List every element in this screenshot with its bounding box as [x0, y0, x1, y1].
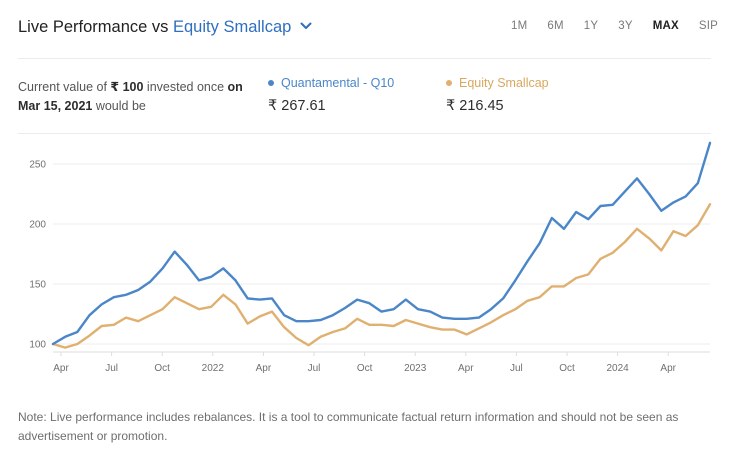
x-tick-label: Apr	[660, 363, 676, 374]
x-tick-label: Oct	[559, 363, 575, 374]
x-tick-label: 2023	[404, 363, 427, 374]
range-6m[interactable]: 6M	[547, 20, 564, 32]
divider-top	[18, 58, 711, 59]
disclaimer-note: Note: Live performance includes rebalanc…	[18, 410, 679, 443]
chevron-down-icon	[300, 22, 312, 30]
range-1m[interactable]: 1M	[510, 20, 528, 32]
title-prefix: Live Performance vs	[18, 18, 169, 36]
legend-label-benchmark: Equity Smallcap	[446, 76, 549, 90]
summary-date: Mar 15, 2021	[18, 99, 93, 113]
x-tick-label: Jul	[105, 363, 118, 374]
page-title: Live Performance vs Equity Smallcap	[18, 18, 312, 37]
time-range-selector: 1M 6M 1Y 3Y MAX SIP	[491, 20, 718, 32]
x-tick-label: Apr	[458, 363, 474, 374]
x-tick-label: Apr	[256, 363, 272, 374]
benchmark-selector[interactable]: Equity Smallcap	[173, 18, 312, 36]
summary-text-1: Current value of	[18, 80, 111, 94]
investment-summary: Current value of ₹ 100 invested once on …	[18, 78, 258, 116]
legend-dot-benchmark	[446, 79, 452, 86]
x-axis: Apr Jul Oct 2022 Apr Jul Oct 2023 Apr Jul Oct 2024 A…	[53, 351, 710, 374]
y-tick-label: 200	[29, 220, 46, 231]
legend-value-fund: ₹ 267.61	[268, 98, 326, 114]
summary-text-3: would be	[92, 99, 146, 113]
summary-on-word: on	[227, 80, 243, 94]
summary-amount: ₹ 100	[110, 80, 144, 94]
range-3y[interactable]: 3Y	[618, 20, 633, 32]
divider-mid	[18, 133, 711, 134]
legend-name-fund: Quantamental - Q10	[281, 76, 395, 90]
chart-series	[51, 141, 712, 349]
legend-value-benchmark: ₹ 216.45	[446, 98, 504, 114]
x-tick-label: Apr	[53, 363, 69, 374]
legend-dot-fund	[268, 79, 274, 86]
legend-item-benchmark: Equity Smallcap ₹ 216.45	[446, 76, 549, 114]
series-line-fund	[51, 141, 712, 346]
legend-label-fund: Quantamental - Q10	[268, 76, 394, 90]
y-tick-label: 100	[29, 340, 46, 351]
y-tick-label: 250	[29, 160, 46, 171]
header: Live Performance vs Equity Smallcap 1M 6…	[18, 16, 718, 42]
range-max[interactable]: MAX	[652, 20, 679, 32]
x-tick-label: Oct	[154, 363, 170, 374]
x-tick-label: 2022	[202, 363, 225, 374]
benchmark-selector-label: Equity Smallcap	[173, 18, 292, 36]
y-tick-label: 150	[29, 280, 46, 291]
series-line-benchmark	[51, 203, 712, 349]
range-sip[interactable]: SIP	[698, 20, 718, 32]
legend-name-benchmark: Equity Smallcap	[459, 76, 549, 90]
range-1y[interactable]: 1Y	[583, 20, 599, 32]
legend-item-fund: Quantamental - Q10 ₹ 267.61	[268, 76, 394, 114]
x-tick-label: Jul	[308, 363, 321, 374]
y-axis: 100 150 200 250	[29, 160, 46, 351]
chart-grid	[53, 163, 710, 345]
summary-text-2: invested once	[143, 80, 228, 94]
x-tick-label: Jul	[510, 363, 523, 374]
x-tick-label: 2024	[606, 363, 629, 374]
x-tick-label: Oct	[357, 363, 373, 374]
